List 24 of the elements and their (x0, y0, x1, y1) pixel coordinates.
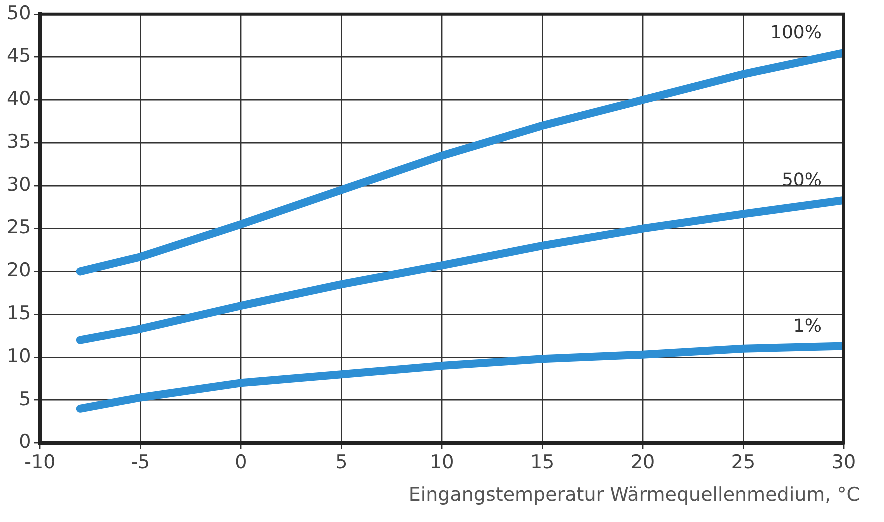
x-tick-label: -5 (131, 452, 150, 474)
y-tick-label: 20 (6, 260, 32, 282)
x-tick-label: 0 (235, 452, 248, 474)
y-tick-label: 30 (6, 174, 32, 196)
y-tick-label: 0 (19, 431, 32, 454)
series-label: 100% (770, 22, 822, 44)
y-tick-label: 50 (6, 2, 32, 24)
y-tick-label: 10 (6, 345, 32, 368)
y-tick-label: 35 (6, 130, 32, 153)
y-tick-label: 5 (19, 388, 32, 410)
x-axis-title: Eingangstemperatur Wärmequellenmedium, °C (408, 484, 860, 506)
y-tick-label: 25 (6, 216, 32, 239)
x-tick-label: 20 (630, 452, 656, 474)
x-tick-label: 15 (530, 452, 555, 474)
x-tick-label: 25 (731, 452, 756, 474)
y-tick-label: 15 (6, 302, 32, 324)
y-tick-label: 40 (6, 88, 32, 110)
x-tick-label: 5 (336, 452, 348, 474)
series-label: 1% (793, 316, 822, 337)
series-label: 50% (782, 170, 822, 192)
y-tick-label: 45 (6, 45, 32, 68)
x-tick-label: 30 (832, 452, 856, 474)
x-tick-label: 10 (430, 452, 454, 474)
x-tick-label: -10 (24, 452, 56, 474)
